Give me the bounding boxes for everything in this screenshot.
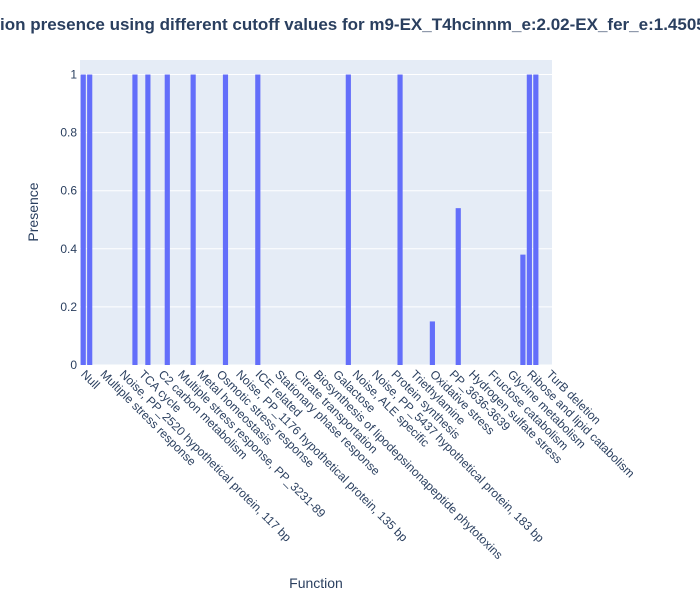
y-tick-label: 0.8 (60, 126, 77, 140)
y-tick-label: 0 (70, 358, 77, 372)
y-tick-label: 1 (70, 68, 77, 82)
bar (397, 74, 403, 366)
bar (255, 74, 261, 366)
plot-area (80, 60, 552, 365)
bar (345, 74, 351, 366)
y-tick-label: 0.2 (60, 300, 77, 314)
bar (520, 254, 526, 365)
bar (222, 74, 229, 366)
bar (190, 74, 196, 366)
bar (145, 74, 151, 366)
bar (164, 74, 170, 366)
y-tick-label: 0.6 (60, 184, 77, 198)
y-tick-label: 0.4 (60, 242, 77, 256)
bar (80, 74, 86, 366)
bar (455, 208, 461, 365)
bar (429, 321, 435, 365)
bar (526, 74, 532, 366)
bar (132, 74, 138, 366)
chart-title: ion presence using different cutoff valu… (0, 15, 700, 34)
bar (87, 74, 93, 366)
bar (533, 74, 539, 366)
y-axis-title: Presence (25, 182, 41, 241)
x-axis-title: Function (289, 575, 343, 591)
